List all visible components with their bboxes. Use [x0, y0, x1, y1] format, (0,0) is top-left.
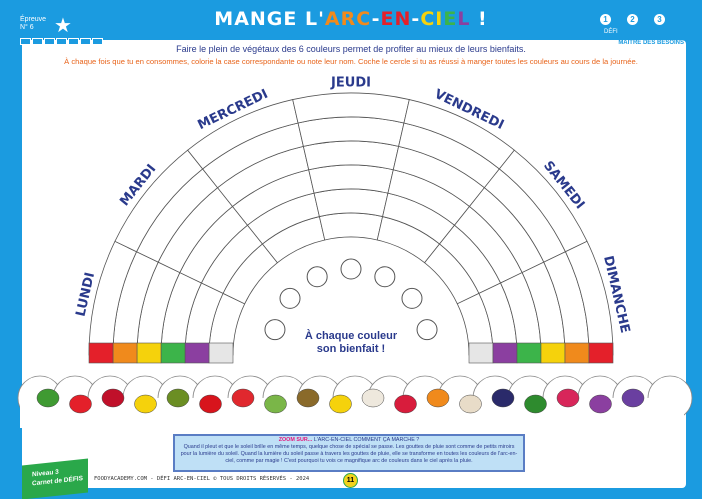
grapes-icon: [621, 388, 645, 408]
page-number: 11: [343, 473, 358, 488]
lemon-icon: [134, 394, 157, 414]
maitre-label: MAÎTRE DES BESOINS: [618, 40, 684, 46]
color-key-left: [88, 342, 114, 364]
day-check-circle[interactable]: [374, 266, 396, 288]
day-check-circle[interactable]: [264, 319, 286, 341]
footer-credits: FOODYACADEMY.COM - DÉFI ARC-EN-CIEL © TO…: [94, 476, 310, 482]
orange-icon: [426, 388, 450, 408]
day-check-circle[interactable]: [401, 287, 423, 309]
title-letter: E: [443, 8, 458, 30]
strawberry-icon: [231, 388, 255, 408]
badge-3: 3: [654, 14, 665, 25]
defi-label: DÉFI: [604, 29, 618, 35]
center-text: À chaque couleur son bienfait !: [304, 330, 398, 355]
tomato-icon: [69, 394, 92, 414]
badge-2: 2: [627, 14, 638, 25]
kiwi-icon: [296, 388, 320, 408]
day-check-circle[interactable]: [279, 287, 301, 309]
day-cell-jeudi[interactable]: [318, 212, 384, 241]
zoom-label: ZOOM SUR...: [278, 437, 313, 443]
onion-icon: [589, 394, 612, 414]
color-key-left: [184, 342, 210, 364]
color-key-right: [492, 342, 518, 364]
garlic-icon: [361, 388, 385, 408]
epreuve-label: Épreuve N° 6: [20, 16, 47, 31]
color-key-left: [208, 342, 234, 364]
raspberries-icon: [394, 394, 417, 414]
progress-boxes: [20, 38, 103, 45]
color-key-right: [564, 342, 590, 364]
intro-line-1: Faire le plein de végétaux des 6 couleur…: [176, 44, 526, 54]
zoom-box: ZOOM SUR... L'ARC-EN-CIEL COMMENT ÇA MAR…: [173, 434, 525, 472]
title-letter: -: [411, 8, 421, 30]
day-label: JEUDI: [330, 76, 371, 91]
asparagus-icon: [264, 394, 287, 414]
color-key-right: [516, 342, 542, 364]
title-letter: -: [371, 8, 381, 30]
day-check-circle[interactable]: [306, 266, 328, 288]
color-key-right: [468, 342, 494, 364]
title-letter: CI: [420, 8, 444, 30]
intro-line-2: À chaque fois que tu en consommes, color…: [64, 57, 638, 66]
cucumber-icon: [36, 388, 60, 408]
level-badges: 1 2 3: [600, 14, 665, 25]
niveau-badge: Niveau 3 Carnet de DÉFIS: [22, 458, 88, 499]
color-key-right: [540, 342, 566, 364]
broccoli-icon: [524, 394, 547, 414]
zoom-body: Quand il pleut et que le soleil brille e…: [180, 444, 518, 464]
avocado-icon: [166, 388, 190, 408]
color-key-left: [136, 342, 162, 364]
page-title: MANGE L'ARC-EN-CIEL !: [214, 8, 488, 30]
radish-icon: [556, 388, 580, 408]
day-cell-jeudi[interactable]: [308, 164, 394, 194]
day-cell-jeudi[interactable]: [313, 188, 389, 218]
day-check-circle[interactable]: [340, 258, 362, 280]
color-key-right: [588, 342, 614, 364]
pepper-icon: [199, 394, 222, 414]
title-letter: L: [457, 8, 471, 30]
title-letter: ARC: [324, 8, 372, 30]
cherries-icon: [101, 388, 125, 408]
banana-icon: [329, 394, 352, 414]
zoom-title: L'ARC-EN-CIEL COMMENT ÇA MARCHE ?: [313, 437, 420, 443]
blueberries-icon: [491, 388, 515, 408]
day-check-circle[interactable]: [416, 319, 438, 341]
title-letter: EN: [380, 8, 412, 30]
badge-1: 1: [600, 14, 611, 25]
star-icon: ★: [54, 15, 72, 37]
color-key-left: [160, 342, 186, 364]
mushroom-icon: [459, 394, 482, 414]
color-key-left: [112, 342, 138, 364]
